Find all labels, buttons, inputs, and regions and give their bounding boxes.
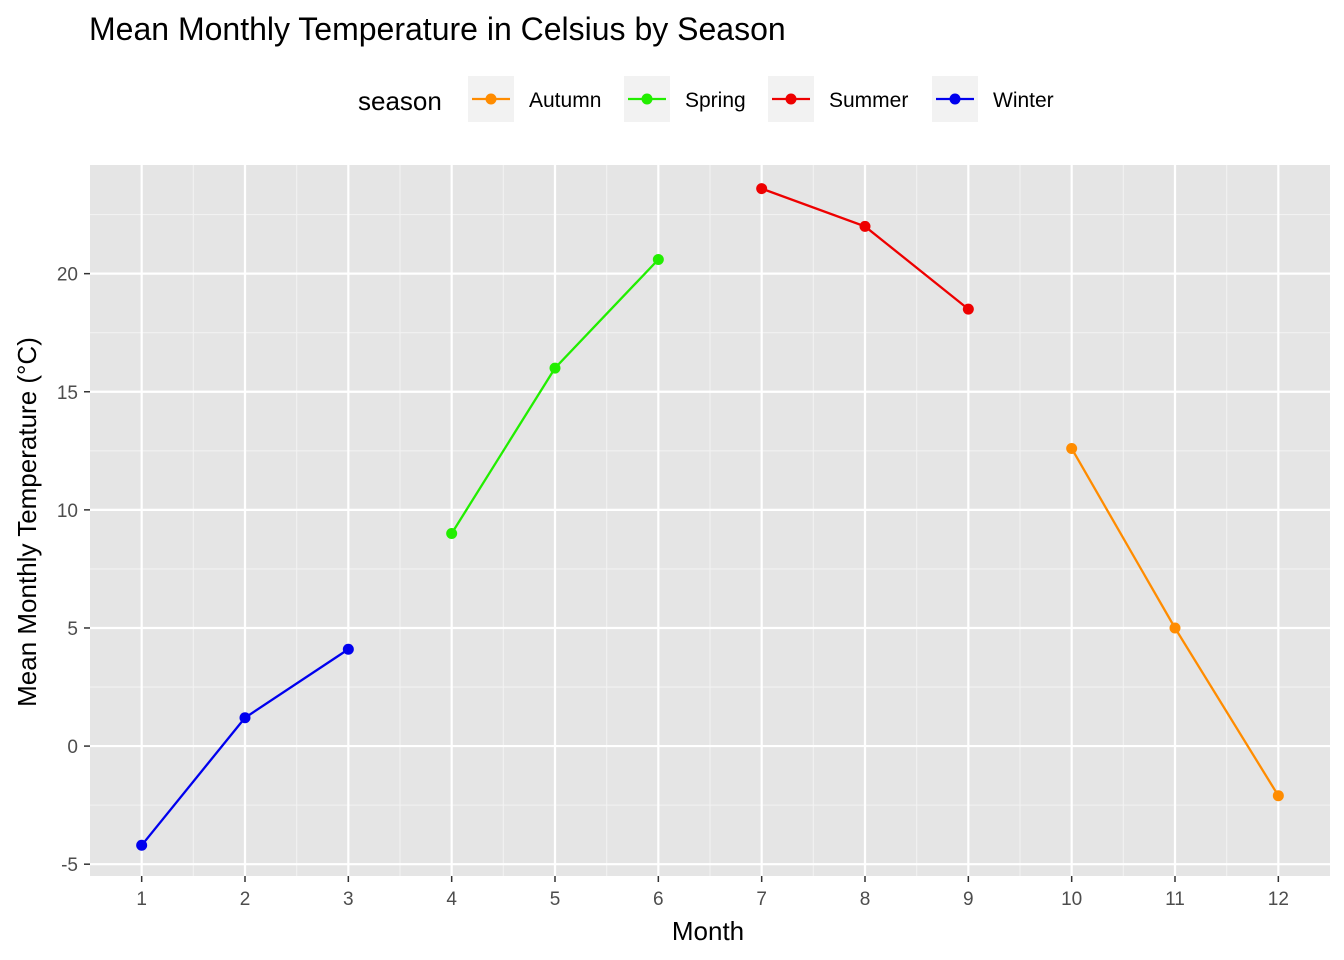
legend-title: season (358, 86, 442, 116)
x-tick-label: 2 (240, 889, 251, 910)
data-point (239, 712, 251, 724)
minor-gridlines (90, 165, 1330, 876)
legend-item-spring: Spring (624, 76, 746, 122)
data-point (859, 220, 871, 232)
x-tick-label: 8 (860, 889, 871, 910)
x-tick-label: 3 (343, 889, 354, 910)
x-axis: 1 2 3 4 5 6 7 8 9 10 11 12 (136, 876, 1289, 910)
x-tick-label: 7 (756, 889, 767, 910)
legend-item-winter: Winter (932, 76, 1054, 122)
y-tick-label: 15 (57, 383, 78, 404)
legend: season Autumn Spring Summer Winter (358, 76, 1054, 122)
series-autumn (1066, 442, 1284, 802)
data-point (446, 527, 458, 539)
legend-key-point (641, 93, 653, 105)
data-point (549, 362, 561, 374)
y-tick-label: 0 (67, 737, 78, 758)
legend-item-summer: Summer (768, 76, 908, 122)
x-tick-label: 9 (963, 889, 974, 910)
y-axis: -5 0 5 10 15 20 (57, 265, 90, 876)
data-point (652, 253, 664, 265)
data-point (962, 303, 974, 315)
legend-label: Summer (829, 89, 908, 112)
y-tick-label: 20 (57, 265, 78, 286)
x-tick-label: 11 (1165, 889, 1185, 910)
data-point (1272, 790, 1284, 802)
data-point (1169, 622, 1181, 634)
series-spring (446, 253, 664, 539)
legend-label: Autumn (529, 89, 601, 112)
x-axis-title: Month (672, 916, 744, 946)
data-point (1066, 442, 1078, 454)
legend-label: Winter (993, 89, 1054, 112)
legend-key-point (785, 93, 797, 105)
major-gridlines (90, 165, 1330, 876)
y-tick-label: -5 (61, 855, 78, 876)
series-winter (136, 643, 354, 851)
y-tick-label: 5 (67, 619, 78, 640)
y-tick-label: 10 (57, 501, 78, 522)
x-tick-label: 1 (136, 889, 147, 910)
data-point (136, 839, 148, 851)
series-summer (756, 183, 974, 315)
x-tick-label: 6 (653, 889, 664, 910)
legend-key-point (485, 93, 497, 105)
legend-item-autumn: Autumn (468, 76, 601, 122)
legend-key-point (949, 93, 961, 105)
y-axis-title: Mean Monthly Temperature (°C) (12, 337, 42, 707)
legend-label: Spring (685, 89, 746, 112)
chart-title: Mean Monthly Temperature in Celsius by S… (89, 11, 786, 47)
data-point (342, 643, 354, 655)
x-tick-label: 10 (1061, 889, 1082, 910)
data-point (756, 183, 768, 195)
x-tick-label: 12 (1268, 889, 1289, 910)
series-layer (136, 183, 1284, 851)
x-tick-label: 4 (446, 889, 457, 910)
x-tick-label: 5 (550, 889, 561, 910)
